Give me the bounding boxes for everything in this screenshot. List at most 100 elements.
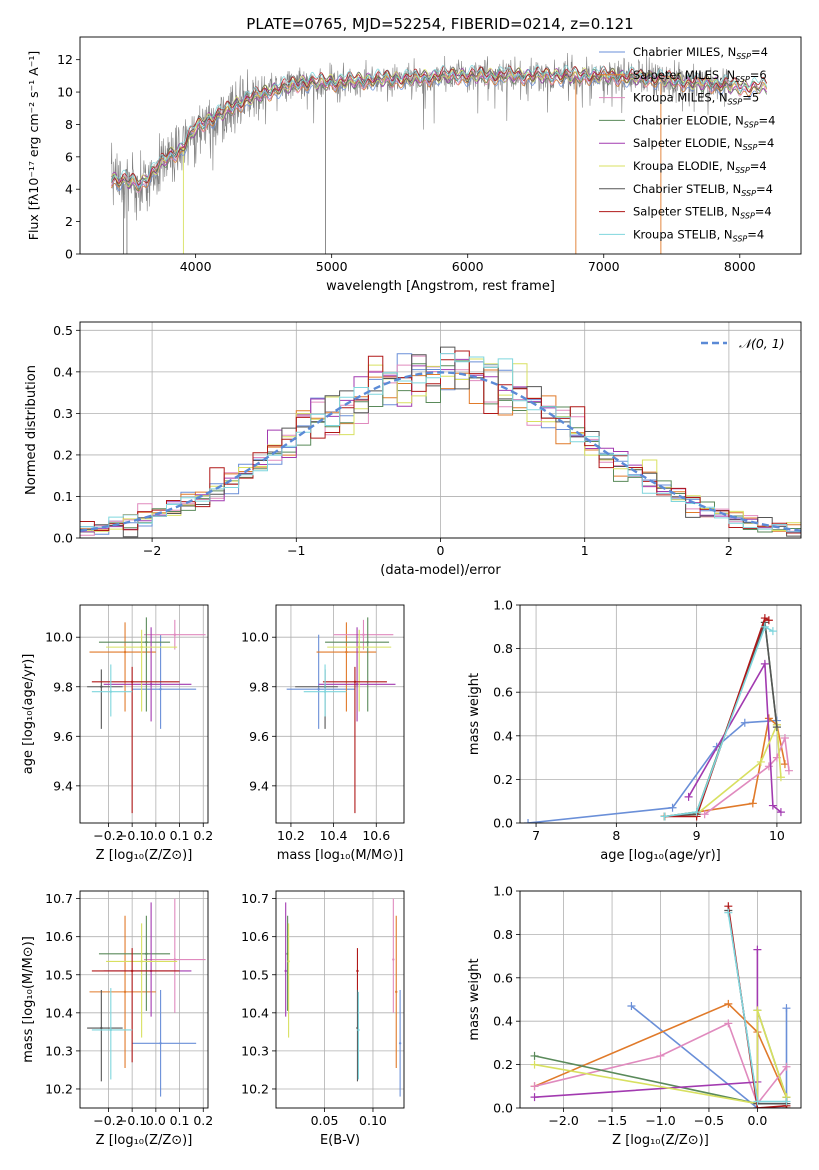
axes-frame: 7 8 9 10 0.0 0.2 0.4 0.6 0.8 1.0 age [log₁₀(age/yr…	[467, 598, 802, 863]
x-axis-label: Z [log₁₀(Z/Z⊙)]	[612, 1133, 709, 1148]
data-point	[100, 685, 103, 688]
data-point	[109, 1028, 113, 1032]
data-point	[357, 1028, 360, 1032]
weight-marker	[530, 1082, 539, 1091]
y-tick-label: 9.6	[249, 729, 269, 744]
legend-label: Kroupa STELIB, NSSP=4	[633, 227, 764, 243]
legend-text: =4	[750, 159, 767, 173]
y-tick-label: 0.8	[493, 927, 513, 942]
legend-text: =4	[759, 113, 776, 127]
y-tick-label: 10.3	[241, 1043, 269, 1058]
data-point	[140, 645, 143, 649]
y-tick-label: 0.6	[493, 970, 513, 985]
legend-text: Kroupa STELIB, N	[633, 227, 733, 241]
y-tick-label: 10.4	[241, 1005, 269, 1020]
y-tick-label: 9.8	[249, 679, 269, 694]
legend-label: Kroupa MILES, NSSP=5	[633, 91, 759, 107]
legend-subscript: SSP	[736, 52, 751, 61]
y-tick-label: 0.8	[493, 641, 513, 656]
x-tick-label: 0.05	[311, 1113, 339, 1128]
legend-label: Chabrier STELIB, NSSP=4	[633, 182, 773, 198]
weight-marker	[700, 810, 709, 819]
x-tick-label: 0.2	[193, 1113, 213, 1128]
y-tick-label: 0.1	[53, 489, 73, 504]
data-point	[145, 952, 148, 956]
data-point	[392, 958, 395, 961]
y-tick-label: 10.5	[241, 967, 269, 982]
weight-marker	[764, 616, 773, 625]
errorbar-point	[284, 902, 287, 1017]
errorbar-point	[357, 991, 360, 1080]
data-point	[123, 990, 127, 994]
weight-marker	[724, 999, 733, 1008]
plot-area	[87, 617, 206, 814]
legend-text: Chabrier STELIB, N	[633, 182, 741, 196]
data-point	[398, 1042, 402, 1045]
y-tick-label: 10.5	[45, 967, 73, 982]
axes-border	[275, 604, 405, 824]
legend-subscript: SSP	[728, 98, 743, 107]
legend-text: =4	[751, 45, 768, 59]
y-axis-label: mass [log₁₀(M/M⊙)]	[21, 936, 36, 1063]
errorbar-point	[316, 622, 377, 712]
panel-spectrum: 4000 5000 6000 7000 8000 0 2 4 6 8 10 12 wavelength …	[26, 36, 802, 294]
weight-marker	[748, 799, 757, 808]
panel-age-vs-mass: 10.2 10.4 10.6 9.4 9.6 9.8 10.0 mass [log₁₀(M/M…	[241, 604, 405, 863]
legend-text: =6	[750, 68, 767, 82]
errorbar-point	[103, 627, 192, 722]
legend-text: Chabrier MILES, N	[633, 45, 736, 59]
weight-marker	[524, 819, 533, 823]
figure-title: PLATE=0765, MJD=52254, FIBERID=0214, z=0…	[246, 15, 633, 33]
plot-area	[524, 614, 793, 823]
axes-border	[519, 890, 802, 1109]
plot-area	[80, 346, 801, 538]
errorbar-point	[87, 669, 123, 729]
y-tick-label: 10.6	[241, 929, 269, 944]
y-axis-label: mass weight	[467, 958, 482, 1040]
model-spectrum	[110, 65, 768, 186]
data-point	[362, 633, 365, 636]
x-tick-label: 5000	[316, 259, 348, 274]
weight-marker	[627, 1002, 636, 1011]
y-tick-label: 10.2	[241, 1081, 269, 1096]
y-tick-label: 2	[65, 214, 73, 229]
weight-marker	[530, 1060, 539, 1069]
y-tick-label: 4	[65, 182, 73, 197]
legend-label: Kroupa ELODIE, NSSP=4	[633, 159, 767, 175]
y-tick-label: 0.2	[53, 447, 73, 462]
x-tick-label: 6000	[452, 259, 484, 274]
weight-marker	[724, 908, 733, 917]
weight-marker	[660, 812, 669, 821]
data-point	[317, 688, 320, 691]
errorbar-point	[395, 915, 398, 1069]
legend-text: =4	[747, 227, 764, 241]
x-tick-label: 7	[532, 828, 540, 843]
errorbar-point	[91, 664, 133, 717]
data-point	[159, 1042, 162, 1045]
weight-marker	[684, 792, 693, 801]
x-tick-label: 0.0	[146, 828, 166, 843]
axes-frame: −0.2−0.10.0 0.1 0.2 9.4 9.6 9.8 10.0 Z [log₁₀(Z…	[21, 604, 213, 863]
y-tick-label: 0.0	[493, 816, 513, 831]
legend-text: =4	[757, 136, 774, 150]
y-tick-label: 0.4	[493, 728, 513, 743]
data-point	[395, 990, 398, 994]
legend-text: Chabrier ELODIE, N	[633, 113, 744, 127]
model-spectrum	[110, 64, 768, 188]
weight-marker	[782, 1062, 791, 1071]
errorbar-point	[144, 619, 206, 650]
weight-line	[534, 1010, 788, 1105]
y-axis-label: Flux [fλ10⁻¹⁷ erg cm⁻² s⁻¹ A⁻¹]	[26, 51, 41, 240]
x-tick-label: 0.1	[170, 1113, 190, 1128]
axes-frame: 10.2 10.4 10.6 9.4 9.6 9.8 10.0 mass [log₁₀(M/M…	[241, 604, 405, 863]
data-point	[355, 683, 359, 686]
y-tick-label: 0.6	[493, 685, 513, 700]
gridlines	[276, 605, 404, 823]
legend-text: =5	[742, 91, 759, 105]
data-point	[130, 680, 134, 683]
x-tick-label: 8	[612, 828, 620, 843]
weight-marker	[656, 1051, 665, 1060]
data-point	[109, 690, 113, 693]
y-tick-label: 12	[57, 52, 73, 67]
errorbar-point	[333, 619, 394, 650]
